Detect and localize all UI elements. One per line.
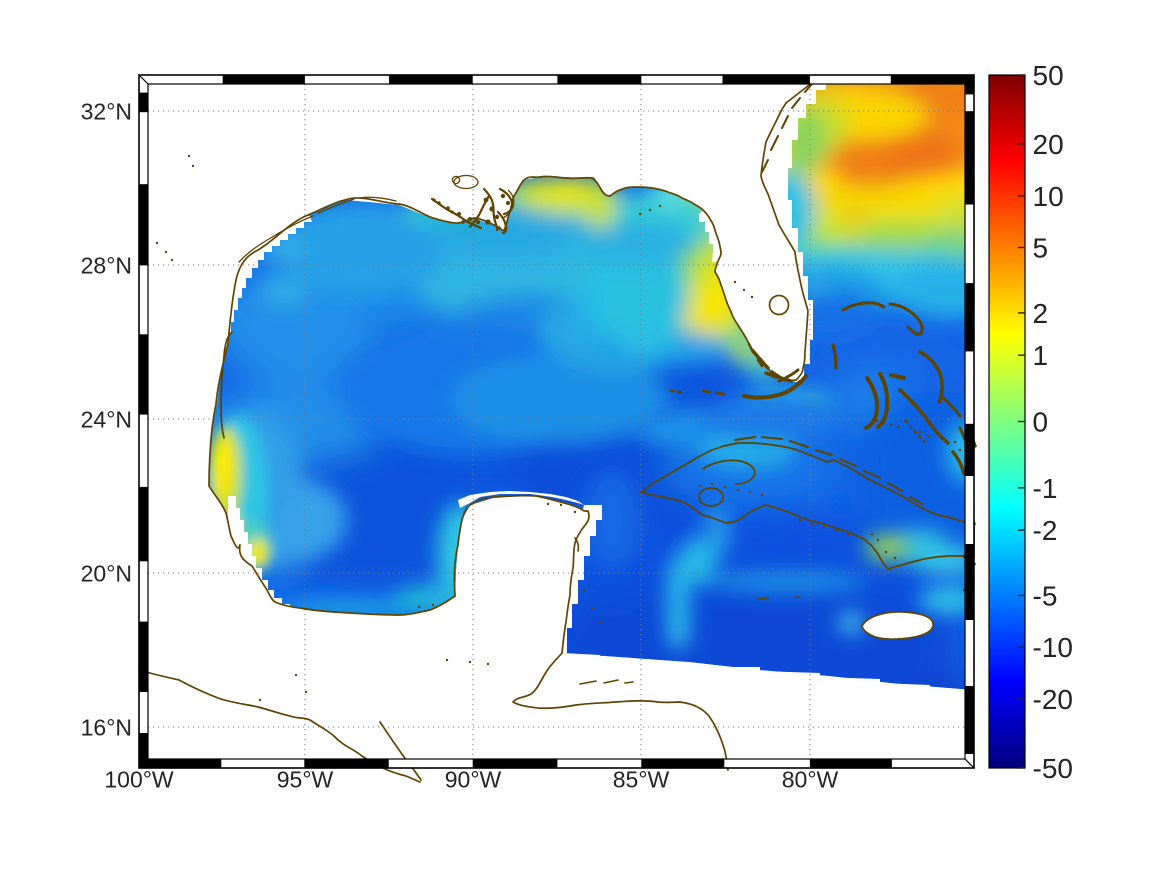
svg-text:90°W: 90°W (445, 767, 502, 793)
svg-text:85°W: 85°W (613, 767, 670, 793)
svg-text:0: 0 (1033, 407, 1049, 438)
svg-text:100°W: 100°W (104, 767, 174, 793)
svg-text:-50: -50 (1033, 753, 1073, 784)
svg-text:-10: -10 (1033, 632, 1073, 663)
svg-text:32°N: 32°N (81, 98, 132, 124)
svg-text:2: 2 (1033, 298, 1049, 329)
svg-text:-2: -2 (1033, 515, 1058, 546)
svg-text:50: 50 (1033, 60, 1064, 91)
svg-text:-20: -20 (1033, 684, 1073, 715)
svg-text:10: 10 (1033, 181, 1064, 212)
svg-text:24°N: 24°N (81, 406, 132, 432)
svg-text:20°N: 20°N (81, 560, 132, 586)
svg-text:5: 5 (1033, 233, 1049, 264)
svg-text:95°W: 95°W (277, 767, 334, 793)
svg-text:80°W: 80°W (782, 767, 839, 793)
svg-text:1: 1 (1033, 340, 1049, 371)
svg-text:20: 20 (1033, 129, 1064, 160)
svg-text:16°N: 16°N (81, 714, 132, 740)
svg-text:-5: -5 (1033, 581, 1058, 612)
svg-text:28°N: 28°N (81, 252, 132, 278)
svg-text:-1: -1 (1033, 473, 1058, 504)
